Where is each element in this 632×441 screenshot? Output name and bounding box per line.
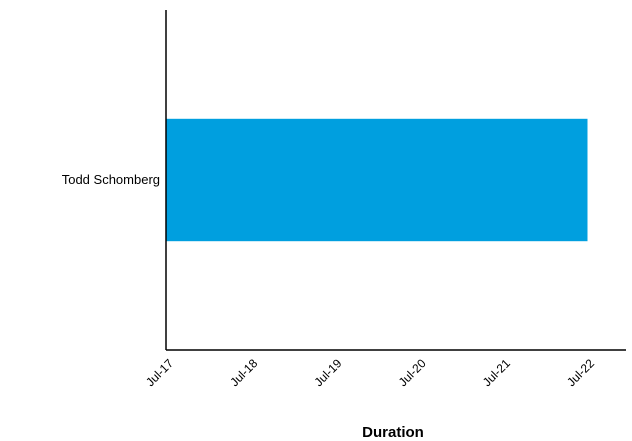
x-tick-label: Jul-18	[227, 356, 260, 389]
x-tick-labels: Jul-17 Jul-18 Jul-19 Jul-20 Jul-21 Jul-22	[143, 356, 597, 389]
x-tick-label: Jul-21	[480, 356, 513, 389]
duration-bar	[166, 118, 588, 242]
category-labels: Todd Schomberg	[62, 172, 160, 187]
x-tick-label: Jul-20	[396, 356, 429, 389]
category-label: Todd Schomberg	[62, 172, 160, 187]
x-tick-label: Jul-19	[312, 356, 345, 389]
bars-layer	[166, 118, 588, 242]
x-tick-label: Jul-17	[143, 356, 176, 389]
x-axis-title: Duration	[362, 424, 424, 441]
x-tick-label: Jul-22	[564, 356, 597, 389]
